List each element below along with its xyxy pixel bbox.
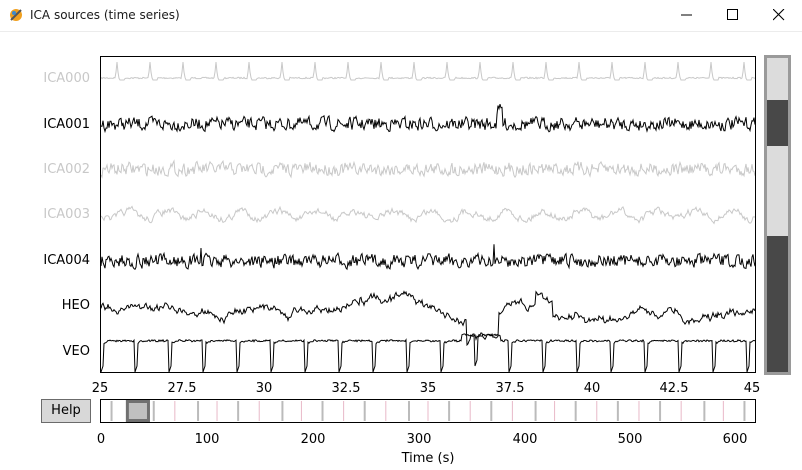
app-icon bbox=[10, 9, 22, 21]
minimize-button[interactable] bbox=[664, 0, 710, 31]
scrollbar-thumb[interactable] bbox=[767, 100, 788, 146]
overview-tick: 400 bbox=[512, 432, 538, 447]
trace-ica004 bbox=[101, 244, 755, 271]
channel-label-heo[interactable]: HEO bbox=[61, 298, 90, 313]
scrollbar-segment bbox=[767, 146, 788, 236]
minimize-icon bbox=[681, 14, 692, 16]
time-tick: 25 bbox=[91, 381, 109, 396]
trace-veo bbox=[101, 333, 755, 372]
channel-label-ica004[interactable]: ICA004 bbox=[43, 253, 90, 268]
trace-ica003 bbox=[101, 205, 755, 225]
channel-label-veo[interactable]: VEO bbox=[62, 344, 90, 359]
channel-label-ica000[interactable]: ICA000 bbox=[43, 71, 90, 86]
help-button[interactable]: Help bbox=[41, 399, 91, 423]
time-tick: 40 bbox=[583, 381, 601, 396]
time-tick: 35 bbox=[419, 381, 437, 396]
trace-ica000 bbox=[101, 61, 755, 81]
time-tick: 42.5 bbox=[659, 381, 689, 396]
window-title: ICA sources (time series) bbox=[30, 8, 180, 22]
trace-ica001 bbox=[101, 103, 755, 134]
traces-canvas bbox=[101, 61, 755, 372]
scrollbar-segment bbox=[767, 236, 788, 372]
overview-tick: 0 bbox=[96, 432, 106, 447]
timeseries-plot[interactable] bbox=[100, 56, 756, 373]
overview-canvas bbox=[110, 400, 746, 422]
maximize-icon bbox=[727, 9, 738, 20]
close-button[interactable] bbox=[756, 0, 802, 31]
channel-label-ica003[interactable]: ICA003 bbox=[43, 207, 90, 222]
time-tick: 37.5 bbox=[495, 381, 525, 396]
overview-view-window[interactable] bbox=[125, 400, 150, 422]
channel-scrollbar[interactable] bbox=[764, 55, 791, 375]
time-overview-scrollbar[interactable] bbox=[100, 399, 756, 423]
time-tick: 45 bbox=[743, 381, 761, 396]
channel-label-ica002[interactable]: ICA002 bbox=[43, 162, 90, 177]
time-tick: 30 bbox=[255, 381, 273, 396]
trace-heo bbox=[101, 290, 755, 347]
overview-tick: 200 bbox=[300, 432, 326, 447]
maximize-button[interactable] bbox=[710, 0, 756, 31]
time-axis-label: Time (s) bbox=[401, 451, 455, 466]
channel-label-ica001[interactable]: ICA001 bbox=[43, 117, 90, 132]
scrollbar-segment bbox=[767, 58, 788, 100]
overview-tick: 600 bbox=[722, 432, 748, 447]
trace-ica002 bbox=[101, 159, 755, 179]
overview-tick: 300 bbox=[406, 432, 432, 447]
time-tick: 32.5 bbox=[331, 381, 361, 396]
overview-tick: 500 bbox=[617, 432, 643, 447]
time-tick: 27.5 bbox=[167, 381, 197, 396]
title-bar: ICA sources (time series) bbox=[0, 0, 802, 32]
close-icon bbox=[773, 9, 785, 21]
overview-tick: 100 bbox=[194, 432, 220, 447]
